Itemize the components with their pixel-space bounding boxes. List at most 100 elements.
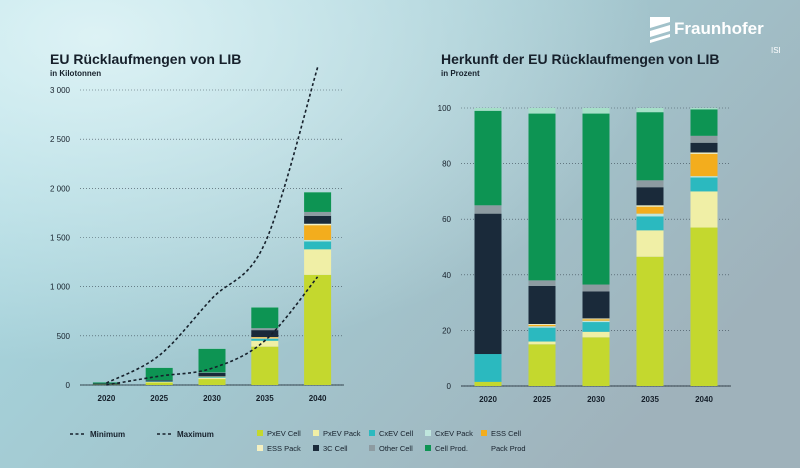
right-chart-bar-cell-prod-2035: [636, 112, 664, 181]
left-chart-bar-cell-prod-2030: [198, 348, 226, 373]
left-chart-xtick-label: 2035: [256, 394, 274, 403]
legend-label-pxev-pack: PxEV Pack: [323, 429, 361, 438]
right-chart-bar-cxev-pack-2025: [528, 326, 556, 328]
left-chart-bar-3c-cell-2020: [92, 383, 120, 385]
right-chart-bar-ess-cell-2025: [528, 324, 556, 327]
right-chart-ytick-label: 60: [442, 215, 451, 224]
right-chart-bar-cell-prod-2025: [528, 113, 556, 281]
fraunhofer-logo-mark: [650, 17, 670, 43]
right-chart-ytick-label: 80: [442, 160, 451, 169]
legend-swatch-pxev-cell: [257, 430, 263, 436]
left-chart-bar-pxev-pack-2035: [251, 340, 279, 347]
right-chart-bar-3c-cell-2040: [690, 142, 718, 153]
left-chart-bar-ess-cell-2035: [251, 337, 279, 339]
left-chart-bar-ess-pack-2040: [304, 223, 332, 226]
right-chart-bar-cxev-cell-2030: [582, 322, 610, 332]
legend-line-label: Maximum: [177, 430, 214, 439]
left-chart-ytick-label: 2 000: [50, 184, 71, 193]
right-chart-bar-cxev-cell-2040: [690, 177, 718, 192]
left-chart-subtitle: in Kilotonnen: [50, 69, 101, 78]
legend-label-cell-prod: Cell Prod.: [435, 444, 468, 453]
right-chart-bar-cxev-cell-2020: [474, 354, 502, 382]
right-chart-bar-other-cell-2025: [528, 280, 556, 286]
legend-label-other-cell: Other Cell: [379, 444, 413, 453]
legend-label-ess-cell: ESS Cell: [491, 429, 521, 438]
right-chart-xtick-label: 2025: [533, 395, 551, 404]
left-chart-xtick-label: 2030: [203, 394, 221, 403]
logo-name: Fraunhofer: [674, 19, 764, 38]
right-chart-bar-other-cell-2030: [582, 284, 610, 292]
right-chart-bar-cxev-cell-2025: [528, 327, 556, 342]
right-chart-bar-ess-pack-2030: [582, 318, 610, 320]
right-chart-bar-3c-cell-2035: [636, 187, 664, 206]
legend-label-pack-prod: Pack Prod: [491, 444, 526, 453]
legend-label-3c-cell: 3C Cell: [323, 444, 348, 453]
legend-line-label: Minimum: [90, 430, 125, 439]
right-chart-xtick-label: 2035: [641, 395, 659, 404]
legend-label-cxev-pack: CxEV Pack: [435, 429, 473, 438]
right-chart-bar-pxev-cell-2025: [528, 344, 556, 386]
right-chart-ytick-label: 100: [438, 104, 452, 113]
legend-swatch-pxev-pack: [313, 430, 319, 436]
right-chart-bar-other-cell-2040: [690, 135, 718, 143]
left-chart-ytick-label: 2 500: [50, 135, 71, 144]
left-chart-bar-other-cell-2040: [304, 211, 332, 216]
legend-label-pxev-cell: PxEV Cell: [267, 429, 301, 438]
right-chart-bar-other-cell-2035: [636, 180, 664, 188]
right-chart-bar-ess-pack-2025: [528, 324, 556, 325]
right-chart-bar-pxev-pack-2025: [528, 341, 556, 345]
left-chart-ytick-label: 500: [57, 332, 71, 341]
left-chart-bar-other-cell-2035: [251, 328, 279, 331]
left-chart-ytick-label: 1 500: [50, 234, 71, 243]
right-chart-title: Herkunft der EU Rücklaufmengen von LIB: [441, 51, 719, 67]
right-chart-bar-ess-cell-2035: [636, 206, 664, 214]
left-chart-bar-cell-prod-2040: [304, 192, 332, 212]
left-chart-ytick-label: 1 000: [50, 283, 71, 292]
right-chart-bar-ess-cell-2040: [690, 153, 718, 177]
right-chart-xtick-label: 2020: [479, 395, 497, 404]
left-chart-bar-3c-cell-2040: [304, 215, 332, 224]
legend-swatch-cxev-pack: [425, 430, 431, 436]
left-chart: 0 500 1 000 1 500 2 000 2 500 3 000 2020 2025 203…: [50, 67, 344, 403]
left-chart-bar-pxev-cell-2040: [304, 274, 332, 385]
left-chart-bar-ess-cell-2040: [304, 225, 332, 240]
right-chart-bar-3c-cell-2025: [528, 285, 556, 325]
right-chart-bar-ess-pack-2040: [690, 152, 718, 154]
right-chart-bar-pack-prod-2035: [636, 108, 664, 113]
logo-sub: ISI: [771, 46, 781, 55]
left-chart-bar-pxev-cell-2030: [198, 379, 226, 385]
right-chart-bar-cell-prod-2040: [690, 109, 718, 136]
left-chart-xtick-label: 2040: [309, 394, 327, 403]
right-chart-subtitle: in Prozent: [441, 69, 480, 78]
right-chart-xtick-label: 2030: [587, 395, 605, 404]
legend-swatch-ess-pack: [257, 445, 263, 451]
right-chart-bar-3c-cell-2030: [582, 291, 610, 319]
right-chart-bar-cxev-pack-2040: [690, 176, 718, 178]
right-chart-bar-cxev-pack-2030: [582, 320, 610, 323]
right-chart-bar-pack-prod-2020: [474, 108, 502, 111]
left-chart-bar-cell-prod-2035: [251, 307, 279, 329]
right-chart-bar-pack-prod-2040: [690, 108, 718, 110]
legend-label-ess-pack: ESS Pack: [267, 444, 301, 453]
right-chart-bar-pxev-cell-2035: [636, 256, 664, 386]
legend-swatch-ess-cell: [481, 430, 487, 436]
right-chart-bar-3c-cell-2020: [474, 213, 502, 355]
left-chart-bar-pxev-pack-2025: [145, 381, 173, 383]
fraunhofer-logo: Fraunhofer ISI: [650, 17, 781, 55]
legend: Minimum Maximum PxEV Cell PxEV Pack CxEV Cel…: [70, 429, 526, 453]
right-chart-bar-other-cell-2020: [474, 205, 502, 214]
legend-swatch-cell-prod: [425, 445, 431, 451]
right-chart-bar-cxev-cell-2035: [636, 216, 664, 231]
legend-swatch-3c-cell: [313, 445, 319, 451]
right-chart-bar-pxev-cell-2040: [690, 227, 718, 386]
left-chart-bar-cxev-cell-2030: [198, 376, 226, 378]
right-chart-bar-cell-prod-2020: [474, 110, 502, 206]
right-chart-ytick-label: 0: [447, 382, 452, 391]
left-chart-bar-cxev-cell-2040: [304, 241, 332, 250]
right-chart-bar-cell-prod-2030: [582, 113, 610, 285]
left-chart-line-minimum: [106, 276, 319, 386]
right-chart-xtick-label: 2040: [695, 395, 713, 404]
